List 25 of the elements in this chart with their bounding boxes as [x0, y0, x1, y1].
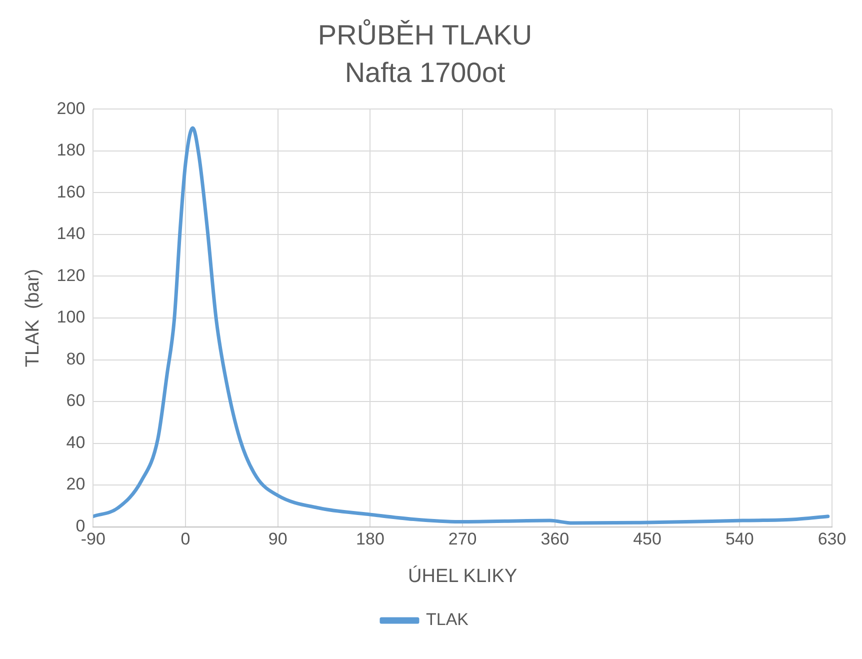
- y-tick-label: 20: [66, 474, 86, 494]
- x-tick-label: 540: [725, 530, 754, 549]
- x-tick-label: 450: [633, 530, 662, 549]
- y-tick-label: 80: [66, 349, 86, 368]
- y-tick-label: 160: [56, 182, 86, 202]
- y-tick-label: 200: [56, 98, 86, 118]
- x-tick-label: 270: [448, 530, 477, 549]
- y-axis-title: TLAK (bar): [22, 268, 44, 368]
- x-axis-title: ÚHEL KLIKY: [408, 564, 518, 587]
- x-tick-label: 0: [180, 530, 190, 549]
- y-tick-label: 100: [56, 308, 86, 327]
- chart-subtitle: Nafta 1700ot: [344, 57, 506, 88]
- chart-title: PRŮBĚH TLAKU: [318, 18, 532, 51]
- x-tick-label: 90: [268, 530, 288, 549]
- x-tick-label: 360: [540, 530, 570, 549]
- y-tick-label: 0: [76, 516, 86, 536]
- x-tick-label: 630: [818, 530, 846, 549]
- y-tick-label: 40: [66, 432, 86, 452]
- y-tick-label: 180: [56, 140, 86, 160]
- x-tick-label: 180: [356, 530, 384, 549]
- legend-label: TLAK: [426, 610, 470, 630]
- line-series: [93, 126, 830, 525]
- y-tick-label: 120: [56, 266, 86, 285]
- y-tick-label: 60: [66, 391, 86, 410]
- y-tick-label: 140: [56, 224, 86, 244]
